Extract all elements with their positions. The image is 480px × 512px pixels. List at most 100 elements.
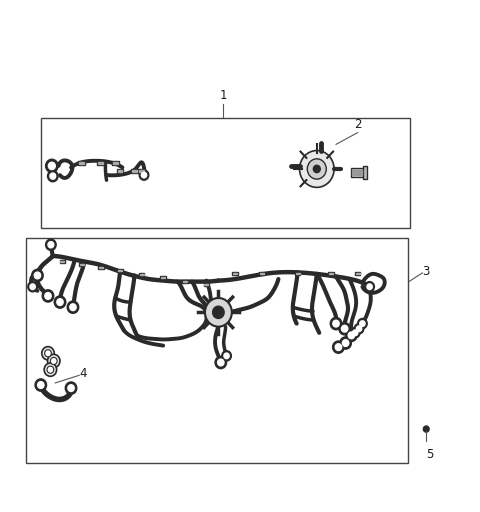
Circle shape bbox=[330, 317, 342, 330]
Circle shape bbox=[50, 173, 56, 179]
Bar bbox=[204, 284, 208, 285]
Bar bbox=[351, 168, 366, 177]
Circle shape bbox=[339, 323, 350, 335]
Circle shape bbox=[44, 363, 57, 376]
Bar bbox=[204, 283, 209, 286]
Bar bbox=[113, 162, 118, 163]
Circle shape bbox=[34, 272, 41, 279]
Text: 5: 5 bbox=[426, 448, 433, 461]
Circle shape bbox=[213, 306, 224, 318]
Circle shape bbox=[300, 151, 334, 187]
Circle shape bbox=[346, 329, 357, 342]
Circle shape bbox=[333, 341, 344, 353]
Circle shape bbox=[35, 379, 47, 391]
Circle shape bbox=[45, 292, 51, 300]
Circle shape bbox=[224, 353, 229, 358]
Bar bbox=[328, 272, 334, 275]
Bar bbox=[233, 273, 237, 274]
Bar bbox=[363, 166, 367, 179]
Circle shape bbox=[423, 426, 429, 432]
Text: 3: 3 bbox=[422, 265, 430, 278]
Circle shape bbox=[367, 284, 372, 290]
Bar bbox=[26, 238, 408, 463]
Bar bbox=[183, 281, 187, 282]
Circle shape bbox=[139, 170, 149, 180]
Bar bbox=[98, 266, 104, 269]
Bar bbox=[60, 261, 64, 262]
Bar bbox=[117, 169, 123, 173]
Circle shape bbox=[48, 242, 54, 248]
Circle shape bbox=[313, 165, 320, 173]
Circle shape bbox=[341, 325, 348, 332]
Circle shape bbox=[48, 170, 58, 182]
Bar bbox=[140, 170, 144, 172]
Bar bbox=[97, 161, 104, 164]
Bar bbox=[79, 263, 84, 266]
Circle shape bbox=[342, 339, 349, 347]
Bar bbox=[160, 276, 166, 280]
Circle shape bbox=[68, 385, 74, 392]
Circle shape bbox=[335, 344, 342, 351]
Bar bbox=[112, 161, 119, 164]
Bar bbox=[98, 162, 103, 163]
Circle shape bbox=[70, 304, 76, 311]
Circle shape bbox=[352, 330, 358, 336]
Circle shape bbox=[37, 381, 44, 389]
Circle shape bbox=[360, 321, 365, 327]
Circle shape bbox=[32, 269, 43, 282]
Bar bbox=[79, 162, 84, 163]
Circle shape bbox=[54, 296, 66, 308]
Text: 4: 4 bbox=[79, 367, 87, 380]
Bar bbox=[232, 272, 238, 275]
Bar bbox=[99, 267, 103, 268]
Circle shape bbox=[42, 347, 54, 360]
Bar bbox=[260, 273, 264, 274]
Bar bbox=[356, 273, 360, 274]
Circle shape bbox=[45, 350, 51, 357]
Circle shape bbox=[350, 328, 360, 338]
Circle shape bbox=[50, 357, 57, 365]
Circle shape bbox=[215, 356, 227, 369]
Circle shape bbox=[358, 318, 367, 329]
Circle shape bbox=[42, 290, 54, 302]
Bar bbox=[132, 169, 138, 173]
Circle shape bbox=[356, 326, 362, 332]
Circle shape bbox=[354, 324, 364, 334]
Bar bbox=[182, 280, 188, 283]
Circle shape bbox=[67, 301, 79, 313]
Circle shape bbox=[47, 366, 54, 373]
Text: 1: 1 bbox=[219, 90, 227, 102]
Bar bbox=[352, 170, 362, 175]
Circle shape bbox=[142, 172, 147, 178]
Circle shape bbox=[217, 359, 224, 366]
Bar bbox=[296, 273, 300, 274]
Circle shape bbox=[205, 298, 232, 327]
Bar bbox=[78, 161, 85, 164]
Circle shape bbox=[307, 159, 326, 179]
Circle shape bbox=[48, 162, 55, 169]
Circle shape bbox=[46, 239, 56, 250]
Bar bbox=[139, 169, 145, 173]
Circle shape bbox=[340, 337, 351, 349]
Bar bbox=[140, 274, 144, 275]
Bar bbox=[118, 270, 122, 271]
Text: 2: 2 bbox=[354, 118, 361, 131]
Bar bbox=[329, 273, 333, 274]
Bar bbox=[259, 272, 264, 275]
Bar bbox=[60, 260, 65, 263]
Bar bbox=[41, 118, 410, 228]
Bar bbox=[355, 272, 360, 275]
Circle shape bbox=[30, 284, 36, 290]
Circle shape bbox=[348, 332, 355, 339]
Bar bbox=[80, 264, 84, 265]
Bar bbox=[295, 272, 300, 275]
Bar bbox=[139, 273, 144, 276]
Circle shape bbox=[65, 382, 77, 394]
Circle shape bbox=[333, 320, 339, 327]
Bar bbox=[132, 170, 136, 172]
Bar bbox=[161, 278, 165, 279]
Circle shape bbox=[28, 282, 37, 292]
Bar bbox=[117, 269, 123, 272]
Bar bbox=[118, 170, 122, 172]
Circle shape bbox=[222, 351, 231, 361]
